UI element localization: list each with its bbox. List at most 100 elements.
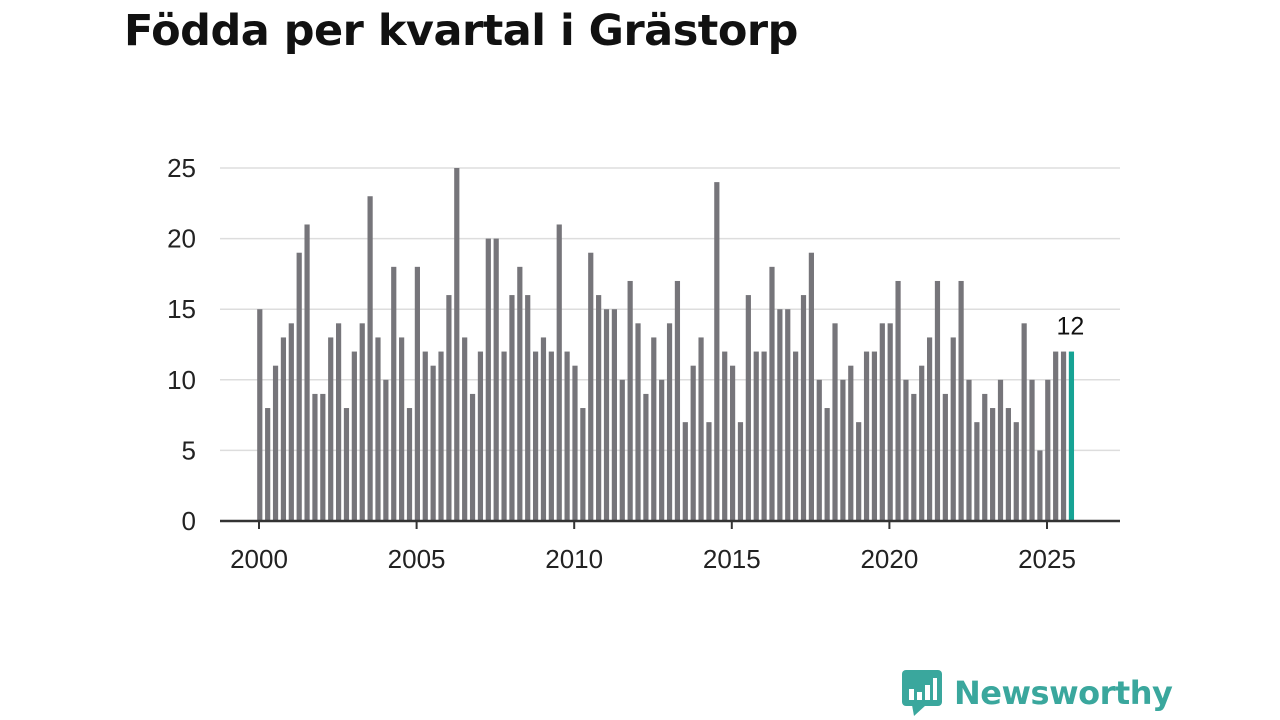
bar	[257, 309, 263, 521]
bar	[737, 422, 744, 521]
bars	[257, 168, 1075, 522]
bar	[564, 351, 570, 521]
bar	[1060, 351, 1067, 521]
bar	[706, 422, 712, 521]
bar	[320, 393, 326, 521]
bar	[265, 408, 271, 521]
bar	[895, 280, 901, 521]
bar	[438, 351, 444, 521]
bar	[643, 393, 649, 521]
bar	[572, 365, 578, 521]
y-tick-label: 10	[167, 365, 196, 395]
bar	[469, 393, 476, 521]
bar	[729, 365, 736, 521]
bar	[777, 309, 783, 521]
bar	[485, 238, 491, 521]
bar	[950, 337, 956, 521]
bar	[1013, 422, 1019, 521]
bar	[722, 351, 728, 521]
bar	[351, 351, 357, 521]
bar	[856, 422, 862, 521]
bar	[462, 337, 468, 521]
bar	[974, 422, 980, 521]
y-tick-label: 5	[182, 435, 196, 465]
bar	[367, 196, 373, 522]
bar	[863, 351, 870, 521]
x-tick-label: 2000	[230, 544, 288, 574]
bar	[816, 379, 822, 521]
bar	[509, 295, 515, 521]
bar	[375, 337, 381, 521]
bar	[1053, 351, 1059, 521]
bar	[304, 224, 310, 522]
bar	[934, 280, 941, 521]
bar	[824, 408, 830, 521]
y-tick-label: 25	[167, 153, 196, 183]
bar	[753, 351, 759, 521]
bar	[785, 309, 791, 521]
bar	[919, 365, 925, 521]
bar	[848, 365, 854, 521]
bar	[903, 379, 909, 521]
bar	[832, 323, 838, 521]
bar	[383, 379, 389, 521]
bar	[651, 337, 657, 521]
axes	[220, 519, 1120, 529]
bar	[414, 266, 420, 521]
bar	[446, 295, 452, 521]
bar	[659, 379, 665, 521]
y-tick-label: 0	[182, 506, 196, 536]
bar	[761, 351, 767, 521]
bar	[1021, 323, 1027, 521]
bar	[272, 365, 279, 521]
bar	[745, 295, 751, 521]
bar	[588, 252, 594, 521]
bar	[422, 351, 428, 521]
bar	[359, 323, 365, 521]
bar	[808, 252, 814, 521]
bar	[596, 295, 602, 521]
newsworthy-logo[interactable]: Newsworthy	[902, 670, 1173, 716]
bar	[627, 280, 633, 521]
bar	[1037, 450, 1043, 521]
chart-title: Födda per kvartal i Grästorp	[124, 6, 798, 56]
bar	[966, 379, 972, 521]
bar	[871, 351, 878, 521]
bar	[477, 351, 484, 521]
bar	[911, 393, 917, 521]
bar-highlighted	[1068, 351, 1075, 521]
bar	[532, 351, 539, 521]
bar	[840, 379, 846, 521]
bar	[793, 351, 799, 521]
y-tick-label: 20	[167, 224, 196, 254]
bar	[517, 266, 523, 521]
bar	[312, 393, 318, 521]
bar	[391, 266, 397, 521]
bar	[635, 323, 641, 521]
bar	[280, 337, 287, 521]
bar	[328, 337, 334, 521]
bar	[288, 323, 294, 521]
bar	[580, 408, 586, 521]
bar	[942, 393, 948, 521]
bar	[556, 224, 562, 522]
bar	[525, 295, 531, 521]
bar	[990, 408, 996, 521]
bar	[296, 252, 302, 521]
x-tick-label: 2020	[860, 544, 918, 574]
bar	[343, 408, 350, 521]
bar	[926, 337, 933, 521]
bar	[698, 337, 704, 521]
bar	[879, 323, 885, 521]
x-tick-label: 2025	[1018, 544, 1076, 574]
newsworthy-chart-icon	[902, 670, 942, 716]
bar	[666, 323, 673, 521]
bar	[548, 351, 554, 521]
bar	[619, 379, 625, 521]
bar	[493, 238, 499, 521]
bar	[1005, 408, 1011, 521]
bar	[1045, 379, 1051, 521]
brand-name: Newsworthy	[954, 674, 1173, 712]
